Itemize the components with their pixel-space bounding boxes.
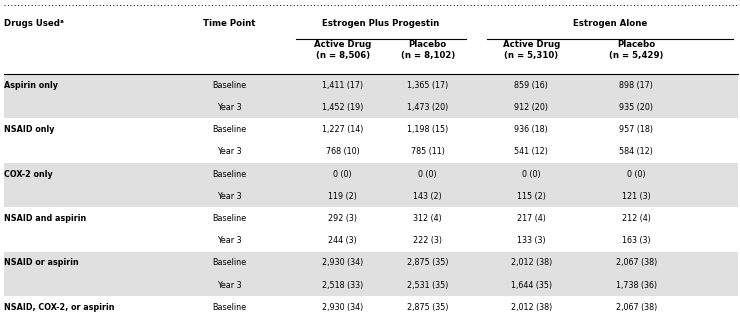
Text: 2,875 (35): 2,875 (35): [407, 259, 448, 267]
Text: Baseline: Baseline: [212, 170, 246, 178]
Text: 935 (20): 935 (20): [619, 103, 653, 112]
Text: 133 (3): 133 (3): [517, 236, 545, 245]
Text: 2,930 (34): 2,930 (34): [322, 259, 363, 267]
Text: 2,531 (35): 2,531 (35): [407, 281, 448, 289]
Text: Estrogen Plus Progestin: Estrogen Plus Progestin: [323, 19, 440, 28]
Text: 936 (18): 936 (18): [514, 125, 548, 134]
Text: Estrogen Alone: Estrogen Alone: [573, 19, 647, 28]
Text: Placebo
(n = 5,429): Placebo (n = 5,429): [609, 40, 664, 60]
Text: 912 (20): 912 (20): [514, 103, 548, 112]
Text: 785 (11): 785 (11): [411, 147, 445, 156]
Text: 222 (3): 222 (3): [413, 236, 443, 245]
Text: 1,411 (17): 1,411 (17): [322, 81, 363, 90]
Text: 115 (2): 115 (2): [517, 192, 546, 201]
Text: Year 3: Year 3: [217, 281, 242, 289]
Text: 0 (0): 0 (0): [627, 170, 646, 178]
Text: Time Point: Time Point: [204, 19, 255, 28]
Text: Year 3: Year 3: [217, 192, 242, 201]
Text: 1,227 (14): 1,227 (14): [322, 125, 363, 134]
Text: 217 (4): 217 (4): [517, 214, 546, 223]
Text: 121 (3): 121 (3): [622, 192, 650, 201]
Text: 0 (0): 0 (0): [522, 170, 541, 178]
Text: 1,473 (20): 1,473 (20): [407, 103, 448, 112]
Text: 1,738 (36): 1,738 (36): [616, 281, 657, 289]
Text: 2,518 (33): 2,518 (33): [322, 281, 363, 289]
Text: COX-2 only: COX-2 only: [4, 170, 53, 178]
Text: 212 (4): 212 (4): [622, 214, 651, 223]
Text: 859 (16): 859 (16): [514, 81, 548, 90]
Text: 163 (3): 163 (3): [622, 236, 650, 245]
Text: Placebo
(n = 8,102): Placebo (n = 8,102): [400, 40, 455, 60]
Text: 312 (4): 312 (4): [414, 214, 442, 223]
Text: 0 (0): 0 (0): [418, 170, 437, 178]
Text: 292 (3): 292 (3): [328, 214, 357, 223]
Text: 2,012 (38): 2,012 (38): [511, 259, 552, 267]
Text: Baseline: Baseline: [212, 125, 246, 134]
Text: Baseline: Baseline: [212, 259, 246, 267]
Text: 1,198 (15): 1,198 (15): [407, 125, 448, 134]
Text: 541 (12): 541 (12): [514, 147, 548, 156]
Text: NSAID only: NSAID only: [4, 125, 54, 134]
Bar: [4, 163, 738, 207]
Text: Baseline: Baseline: [212, 303, 246, 312]
Text: 957 (18): 957 (18): [619, 125, 653, 134]
Text: NSAID and aspirin: NSAID and aspirin: [4, 214, 86, 223]
Text: 1,452 (19): 1,452 (19): [322, 103, 363, 112]
Text: NSAID, COX-2, or aspirin: NSAID, COX-2, or aspirin: [4, 303, 114, 312]
Text: 244 (3): 244 (3): [329, 236, 357, 245]
Text: Year 3: Year 3: [217, 147, 242, 156]
Text: 1,644 (35): 1,644 (35): [511, 281, 552, 289]
Text: 2,930 (34): 2,930 (34): [322, 303, 363, 312]
Text: 2,067 (38): 2,067 (38): [616, 303, 657, 312]
Bar: [4, 74, 738, 118]
Text: NSAID or aspirin: NSAID or aspirin: [4, 259, 78, 267]
Text: Aspirin only: Aspirin only: [4, 81, 58, 90]
Text: 2,067 (38): 2,067 (38): [616, 259, 657, 267]
Text: 143 (2): 143 (2): [414, 192, 442, 201]
Text: Drugs Usedᵃ: Drugs Usedᵃ: [4, 19, 64, 28]
Text: Active Drug
(n = 8,506): Active Drug (n = 8,506): [314, 40, 371, 60]
Text: Active Drug
(n = 5,310): Active Drug (n = 5,310): [502, 40, 560, 60]
Text: 898 (17): 898 (17): [619, 81, 653, 90]
Text: 2,875 (35): 2,875 (35): [407, 303, 448, 312]
Text: 584 (12): 584 (12): [619, 147, 653, 156]
Text: 768 (10): 768 (10): [326, 147, 360, 156]
Bar: [4, 252, 738, 296]
Text: Year 3: Year 3: [217, 103, 242, 112]
Text: 1,365 (17): 1,365 (17): [407, 81, 448, 90]
Text: Year 3: Year 3: [217, 236, 242, 245]
Text: Baseline: Baseline: [212, 81, 246, 90]
Text: 2,012 (38): 2,012 (38): [511, 303, 552, 312]
Text: Baseline: Baseline: [212, 214, 246, 223]
Text: 119 (2): 119 (2): [328, 192, 357, 201]
Text: 0 (0): 0 (0): [333, 170, 352, 178]
